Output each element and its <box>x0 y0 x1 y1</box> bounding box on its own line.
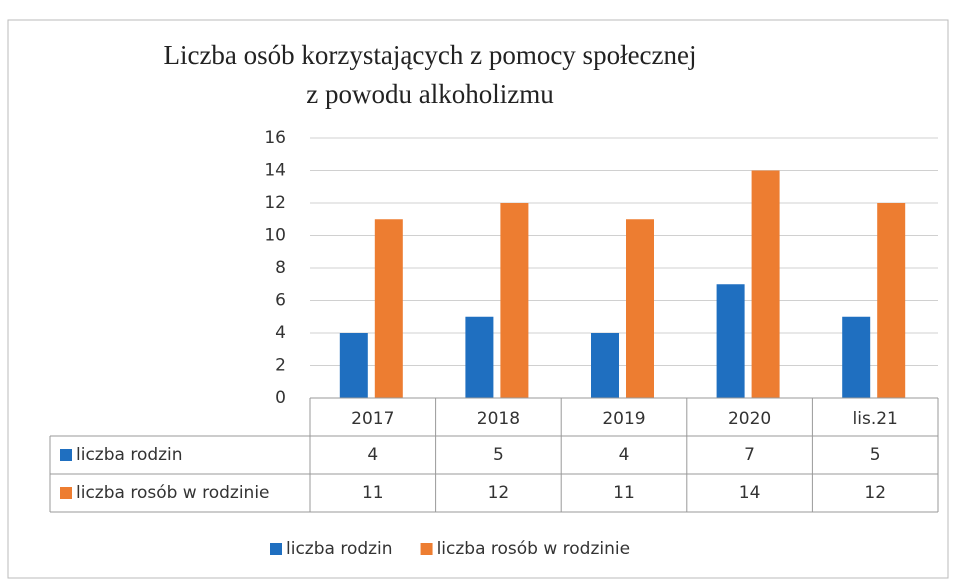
table-cell: 4 <box>367 445 378 465</box>
bar <box>751 170 780 398</box>
chart-frame <box>7 19 949 579</box>
table-cell: 12 <box>864 483 886 503</box>
legend-label: liczba rosób w rodzinie <box>437 539 631 559</box>
table-cell: 12 <box>488 483 510 503</box>
table-cell: 7 <box>744 445 755 465</box>
legend-key <box>270 543 282 555</box>
y-tick-label: 10 <box>264 226 286 246</box>
y-tick-label: 16 <box>264 128 286 148</box>
bar <box>842 316 871 398</box>
table-row-label: liczba rosób w rodzinie <box>76 483 270 503</box>
bar <box>626 219 654 398</box>
bar <box>500 203 529 398</box>
chart-title: z powodu alkoholizmu <box>306 79 554 109</box>
x-tick-label: lis.21 <box>853 409 898 429</box>
y-tick-label: 8 <box>275 258 286 278</box>
y-tick-label: 6 <box>275 291 286 311</box>
x-tick-label: 2020 <box>728 409 771 429</box>
table-legend-key <box>60 487 72 499</box>
table-cell: 5 <box>493 445 504 465</box>
bar <box>339 333 368 398</box>
y-tick-label: 12 <box>264 193 286 213</box>
legend-key <box>420 543 433 555</box>
legend-label: liczba rodzin <box>286 539 393 559</box>
table-cell: 14 <box>739 483 761 503</box>
bar <box>877 203 906 398</box>
x-tick-label: 2019 <box>602 409 645 429</box>
x-tick-label: 2017 <box>351 409 394 429</box>
bar <box>591 333 619 398</box>
bar <box>716 284 745 398</box>
y-tick-label: 2 <box>275 356 286 376</box>
bar <box>465 316 494 398</box>
table-cell: 11 <box>362 483 384 503</box>
table-cell: 11 <box>613 483 635 503</box>
table-cell: 5 <box>870 445 881 465</box>
table-cell: 4 <box>619 445 630 465</box>
table-legend-key <box>60 449 72 461</box>
y-tick-label: 14 <box>264 161 286 181</box>
table-row-label: liczba rodzin <box>76 445 183 465</box>
bar <box>374 219 403 398</box>
x-tick-label: 2018 <box>477 409 520 429</box>
y-tick-label: 4 <box>275 323 286 343</box>
y-tick-label: 0 <box>275 388 286 408</box>
chart-title: Liczba osób korzystających z pomocy społ… <box>163 40 696 70</box>
